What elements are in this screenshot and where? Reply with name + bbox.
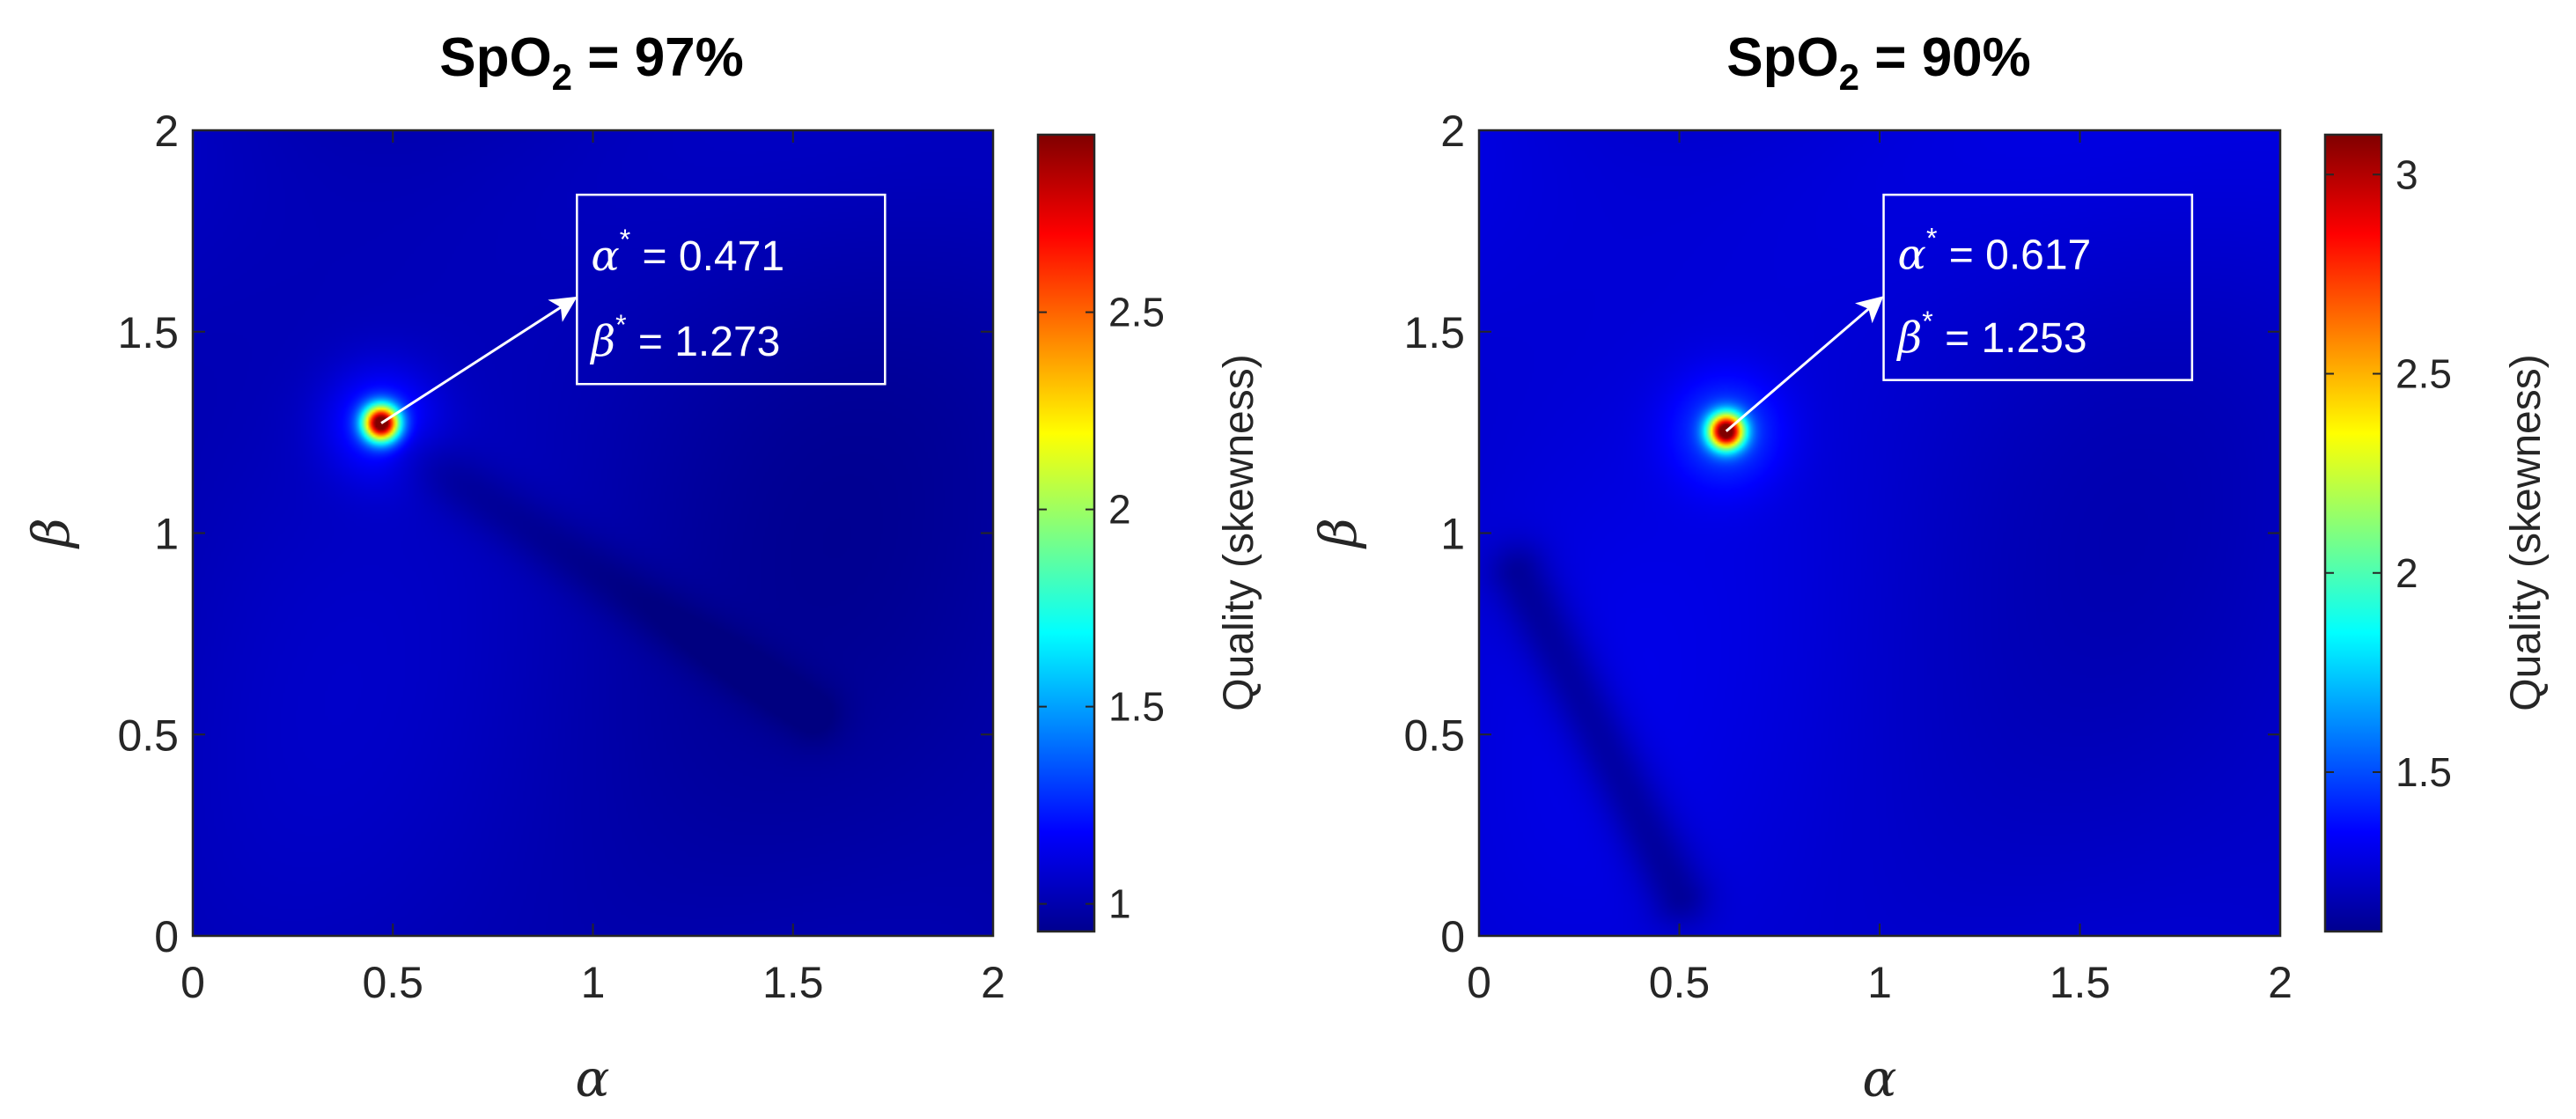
- alpha-value: = 0.617: [1937, 232, 2091, 278]
- x-tick-label: 0.5: [1649, 958, 1711, 1007]
- annotation-alpha: α* = 0.471: [591, 224, 784, 281]
- colorbar-tick-label: 1: [1108, 881, 1131, 927]
- heatmap-panel-right: SpO2 = 90% 0 0.5 1 1.5 2 0 0.5 1 1.5 2 α…: [1308, 27, 2550, 1108]
- y-axis-label: β: [21, 518, 81, 549]
- y-tick-label: 0: [154, 912, 179, 961]
- colorbar-tick-label: 2: [1108, 487, 1131, 533]
- y-tick-label: 1.5: [117, 308, 179, 357]
- chart-title: SpO2 = 90%: [1726, 27, 2031, 98]
- colorbar-label: Quality (skewness): [1216, 354, 1262, 710]
- y-axis-label: β: [1308, 518, 1368, 549]
- annotation-beta: β* = 1.273: [589, 309, 780, 366]
- annotation-arrow: [1725, 296, 1884, 432]
- colorbar-gradient: [1036, 133, 1096, 933]
- x-tick-label: 0: [180, 958, 205, 1007]
- colorbar-label: Quality (skewness): [2503, 354, 2550, 710]
- colorbar-tick-label: 1.5: [1108, 684, 1165, 730]
- colorbar-tick-label: 2.5: [1108, 290, 1165, 335]
- y-tick-label: 0.5: [117, 710, 179, 760]
- colorbar-ticks: 1 1.5 2 2.5: [1108, 290, 1165, 927]
- x-axis-label: α: [575, 1049, 609, 1108]
- heatmap-panel-left: SpO2 = 97% 0 0.5 1 1.5 2 0 0.5 1 1.5 2 α…: [21, 27, 1262, 1108]
- optimum-annotation: α* = 0.471 β* = 1.273: [380, 193, 887, 424]
- x-tick-label: 1.5: [2050, 958, 2111, 1007]
- annotation-beta: β* = 1.253: [1896, 306, 2087, 363]
- alpha-star: *: [620, 224, 630, 255]
- annotation-box: [576, 193, 887, 386]
- x-axis-label: α: [1862, 1049, 1896, 1108]
- alpha-symbol: α: [1898, 230, 1926, 279]
- x-axis: 0 0.5 1 1.5 2: [180, 958, 1005, 1007]
- y-axis: 0 0.5 1 1.5 2: [117, 107, 179, 961]
- x-tick-label: 2: [2268, 958, 2293, 1007]
- y-tick-label: 0: [1440, 912, 1465, 961]
- beta-star: *: [1922, 306, 1932, 337]
- annotation-alpha: α* = 0.617: [1898, 222, 2092, 279]
- colorbar-ticks: 1.5 2 2.5 3: [2396, 151, 2452, 795]
- alpha-star: *: [1926, 222, 1937, 254]
- beta-symbol: β: [1896, 313, 1923, 363]
- y-axis: 0 0.5 1 1.5 2: [1403, 107, 1465, 961]
- heatmap-image: [193, 130, 993, 936]
- beta-value: = 1.273: [627, 319, 781, 365]
- y-tick-label: 1: [1440, 510, 1465, 559]
- y-tick-label: 1: [154, 510, 179, 559]
- optimum-annotation: α* = 0.617 β* = 1.253: [1725, 193, 2194, 432]
- x-tick-label: 0: [1467, 958, 1491, 1007]
- colorbar-gradient: [2323, 133, 2383, 933]
- x-tick-label: 1: [1867, 958, 1892, 1007]
- heatmap-plot-area: [1477, 129, 2282, 938]
- y-tick-label: 1.5: [1403, 308, 1465, 357]
- chart-title: SpO2 = 97%: [439, 27, 744, 98]
- y-tick-label: 2: [154, 107, 179, 156]
- title-suffix: = 97%: [572, 27, 744, 88]
- title-main: SpO: [1726, 27, 1838, 88]
- beta-symbol: β: [589, 317, 615, 366]
- title-main: SpO: [439, 27, 551, 88]
- x-tick-label: 1: [581, 958, 606, 1007]
- beta-star: *: [615, 309, 626, 341]
- title-subscript: 2: [1839, 56, 1859, 98]
- x-tick-label: 1.5: [762, 958, 824, 1007]
- heatmap-plot-area: [191, 129, 995, 938]
- x-tick-label: 0.5: [362, 958, 423, 1007]
- colorbar-tick-label: 2.5: [2396, 351, 2452, 397]
- colorbar-tick-label: 3: [2396, 151, 2418, 197]
- title-subscript: 2: [552, 56, 572, 98]
- colorbar-tick-label: 2: [2396, 550, 2418, 596]
- y-tick-label: 2: [1440, 107, 1465, 156]
- alpha-value: = 0.471: [630, 233, 784, 280]
- heatmap-image: [1479, 130, 2280, 936]
- colorbar-tick-label: 1.5: [2396, 749, 2452, 795]
- alpha-symbol: α: [591, 232, 619, 281]
- y-tick-label: 0.5: [1403, 710, 1465, 760]
- annotation-arrow: [380, 296, 578, 424]
- annotation-box: [1882, 193, 2194, 381]
- x-axis: 0 0.5 1 1.5 2: [1467, 958, 2293, 1007]
- colorbar: 1 1.5 2 2.5 Quality (skewness): [1036, 133, 1262, 933]
- colorbar: 1.5 2 2.5 3 Quality (skewness): [2323, 133, 2550, 933]
- beta-value: = 1.253: [1933, 315, 2087, 362]
- title-suffix: = 90%: [1859, 27, 2031, 88]
- x-tick-label: 2: [981, 958, 1005, 1007]
